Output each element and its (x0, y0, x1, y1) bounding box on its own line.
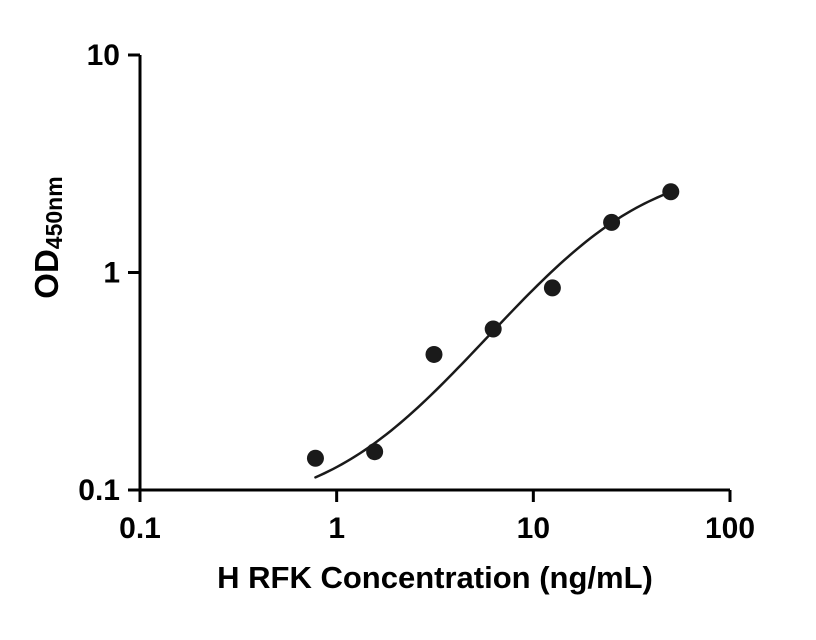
y-axis-tick-label: 0.1 (78, 474, 120, 507)
x-axis-title: H RFK Concentration (ng/mL) (217, 560, 653, 595)
data-point (484, 320, 502, 338)
y-axis-title: OD450nm (28, 176, 67, 298)
data-point (366, 443, 384, 461)
data-point (603, 213, 621, 231)
data-point (425, 345, 443, 363)
x-axis-tick-label: 10 (517, 512, 550, 545)
data-point (306, 449, 324, 467)
data-point (543, 279, 561, 297)
x-axis-tick-label: 1 (328, 512, 345, 545)
y-axis-tick-label: 1 (103, 257, 120, 290)
y-axis-tick-label: 10 (87, 39, 120, 72)
x-axis-tick-label: 0.1 (119, 512, 161, 545)
data-point (662, 183, 680, 201)
x-axis-tick-label: 100 (705, 512, 755, 545)
